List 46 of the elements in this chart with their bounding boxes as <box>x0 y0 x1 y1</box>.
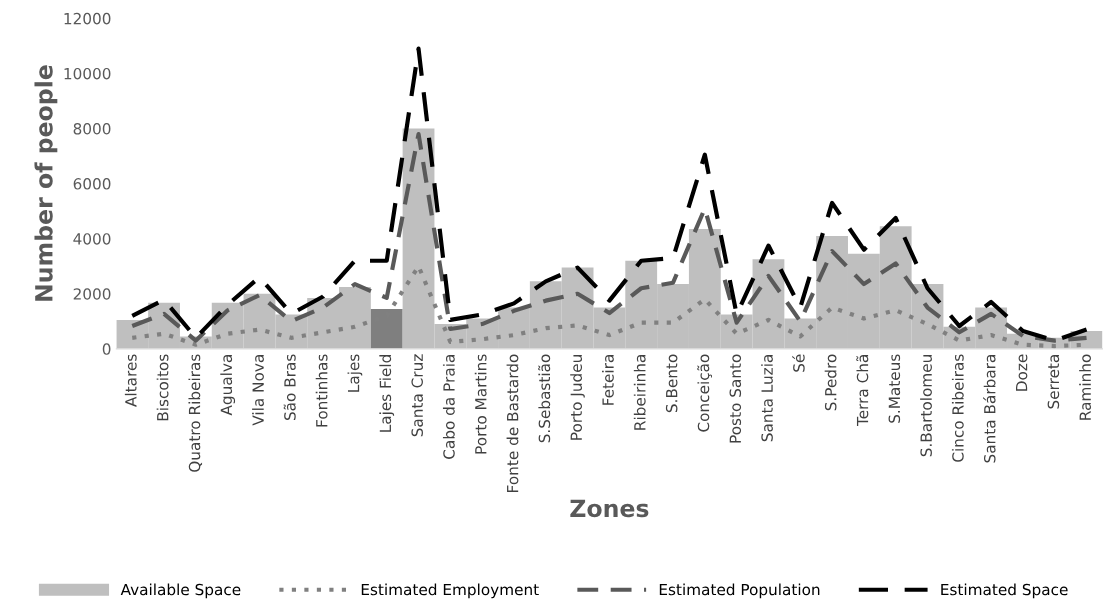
x-tick-label: Fonte de Bastardo <box>506 354 519 492</box>
x-tick-label: Vila Nova <box>252 355 264 426</box>
legend-label: Estimated Population <box>659 583 820 599</box>
x-tick-label: Ribeirinha <box>633 355 646 430</box>
x-tick-label: Posto Santo <box>729 354 742 443</box>
x-tick-label: S.Sebastião <box>538 354 551 443</box>
x-tick-label: S.Bartolomeu <box>920 355 932 457</box>
y-axis-title: Number of people <box>34 65 58 301</box>
x-tick-label: S.Mateus <box>888 354 901 423</box>
x-axis-title: Zones <box>570 499 649 518</box>
x-tick-label: Feteira <box>602 355 614 405</box>
x-tick-label: Serreta <box>1047 355 1060 409</box>
x-tick-label: Porto Judeu <box>570 355 585 440</box>
legend-label: Estimated Employment <box>361 583 539 599</box>
x-tick-label: São Bras <box>283 354 296 421</box>
line-series <box>130 131 1089 343</box>
y-tick-label: 2000 <box>73 288 111 300</box>
x-tick-label: Altares <box>124 354 137 407</box>
x-tick-label: Biscoitos <box>156 354 169 421</box>
line-series <box>130 46 1089 343</box>
x-tick-label: Santa Bárbara <box>983 355 996 463</box>
x-tick-label: S.Bento <box>665 354 678 413</box>
x-tick-label: Doze <box>1016 354 1028 391</box>
x-tick-label: Santa Cruz <box>411 354 423 437</box>
x-tick-label: Raminho <box>1079 354 1091 420</box>
x-tick-label: Santa Luzia <box>761 355 773 442</box>
y-tick-label: 12000 <box>64 12 111 25</box>
x-tick-label: Cabo da Praia <box>442 355 455 459</box>
x-tick-label: Fontinhas <box>315 354 328 427</box>
x-tick-label: Conceição <box>697 354 713 432</box>
x-tick-label: S.Pedro <box>824 354 837 411</box>
legend-label: Available Space <box>120 583 241 599</box>
legend-label: Estimated Space <box>941 583 1068 599</box>
x-tick-label: Sé <box>792 354 805 372</box>
y-tick-label: 0 <box>102 343 111 355</box>
y-tick-label: 4000 <box>73 233 111 245</box>
x-tick-label: Terra Chã <box>856 355 869 427</box>
x-tick-label: Quatro Ribeiras <box>188 354 203 472</box>
y-tick-label: 6000 <box>73 178 111 190</box>
x-tick-label: Cinco Ribeiras <box>951 354 964 462</box>
x-tick-label: Lajes Field <box>379 355 395 432</box>
y-tick-label: 8000 <box>73 122 111 135</box>
x-tick-label: Porto Martins <box>474 354 487 454</box>
x-tick-label: Lajes <box>347 354 363 392</box>
x-tick-label: Agualva <box>220 355 236 416</box>
y-tick-label: 10000 <box>64 67 111 80</box>
